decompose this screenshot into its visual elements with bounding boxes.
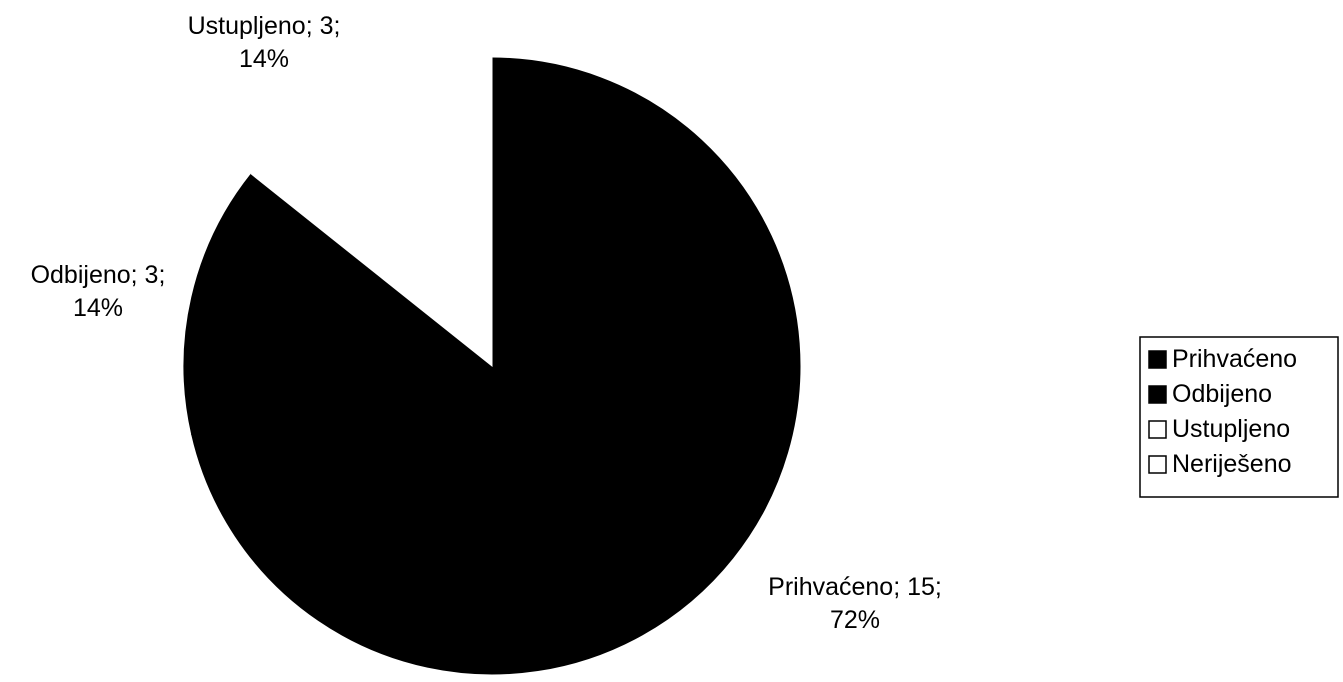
legend: Prihvaćeno Odbijeno Ustupljeno Neriješeno	[1139, 336, 1339, 498]
legend-swatch	[1148, 350, 1167, 369]
legend-item-nerijeseno: Neriješeno	[1148, 450, 1292, 478]
pie-slice-ustupljeno	[250, 57, 493, 368]
data-label-prihvaceno: Prihvaćeno; 15; 72%	[768, 573, 942, 634]
data-label-percent: 14%	[73, 294, 123, 322]
legend-item-ustupljeno: Ustupljeno	[1148, 415, 1290, 443]
data-label-name-value: Prihvaćeno; 15;	[768, 573, 942, 601]
data-label-odbijeno: Odbijeno; 3; 14%	[31, 261, 166, 322]
data-label-percent: 72%	[830, 606, 880, 634]
legend-swatch	[1148, 455, 1167, 474]
pie-slice-odbijeno	[183, 173, 494, 436]
data-label-ustupljeno: Ustupljeno; 3; 14%	[188, 12, 341, 73]
legend-swatch	[1148, 420, 1167, 439]
legend-label: Odbijeno	[1172, 380, 1272, 408]
legend-item-prihvaceno: Prihvaćeno	[1148, 345, 1297, 373]
pie-slices	[183, 57, 801, 675]
legend-label: Ustupljeno	[1172, 415, 1290, 443]
data-label-percent: 14%	[239, 45, 289, 73]
legend-frame	[1139, 336, 1339, 498]
legend-swatch	[1148, 385, 1167, 404]
data-labels: Prihvaćeno; 15;72%Odbijeno; 3;14%Ustuplj…	[31, 12, 942, 634]
data-label-name-value: Odbijeno; 3;	[31, 261, 166, 289]
legend-item-odbijeno: Odbijeno	[1148, 380, 1272, 408]
legend-label: Neriješeno	[1172, 450, 1292, 478]
pie-slice-prihvaceno	[191, 57, 801, 675]
legend-label: Prihvaćeno	[1172, 345, 1297, 373]
data-label-name-value: Ustupljeno; 3;	[188, 12, 341, 40]
